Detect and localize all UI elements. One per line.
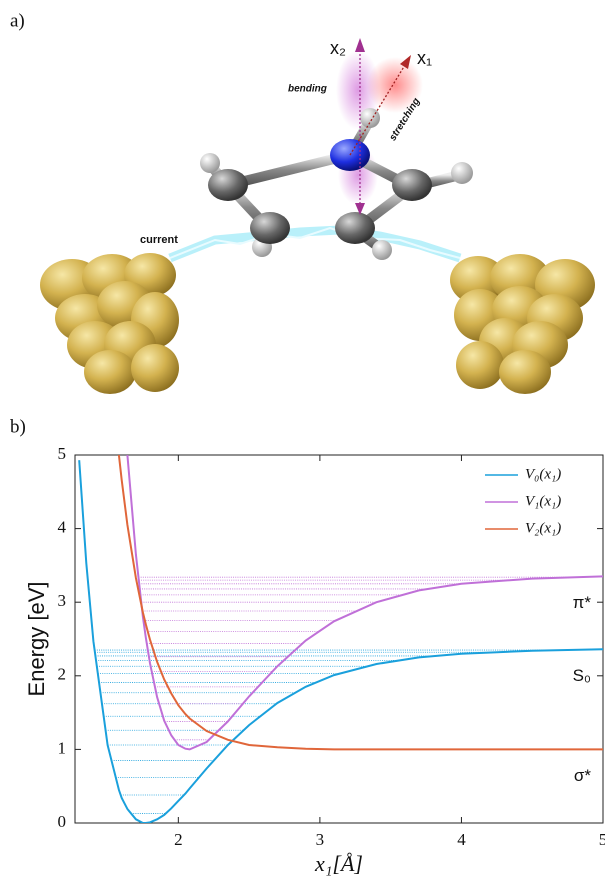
x-axis-label: x₁[Å] <box>314 851 363 876</box>
legend-label: V₂(x₁) <box>525 520 561 536</box>
y-tick-label: 4 <box>58 518 67 537</box>
curve <box>79 460 603 823</box>
motion-label: bending <box>288 84 327 95</box>
y-tick-label: 5 <box>58 444 67 463</box>
x-tick-label: 2 <box>174 830 183 849</box>
axis-label: x₁ <box>417 48 432 68</box>
curve-label: π* <box>573 593 592 612</box>
plot-area <box>79 455 603 823</box>
y-tick-label: 3 <box>58 591 67 610</box>
y-tick-label: 2 <box>58 665 67 684</box>
curve-label: σ* <box>574 766 591 785</box>
legend-label: V₁(x₁) <box>525 493 561 509</box>
axis-label: x₂ <box>330 38 346 58</box>
y-axis-label: Energy [eV] <box>24 582 49 697</box>
panel-label: b) <box>10 416 26 437</box>
current-label: current <box>140 234 178 246</box>
figure: a) b) <box>0 0 605 882</box>
y-tick-label: 0 <box>58 812 67 831</box>
curve-label: S₀ <box>573 666 591 685</box>
y-tick-label: 1 <box>58 738 67 757</box>
legend-label: V₀(x₁) <box>525 466 561 482</box>
x-tick-label: 5 <box>599 830 605 849</box>
panel-label: a) <box>10 10 25 31</box>
plot-frame <box>75 455 603 823</box>
x-tick-label: 3 <box>316 830 325 849</box>
x-tick-label: 4 <box>457 830 466 849</box>
